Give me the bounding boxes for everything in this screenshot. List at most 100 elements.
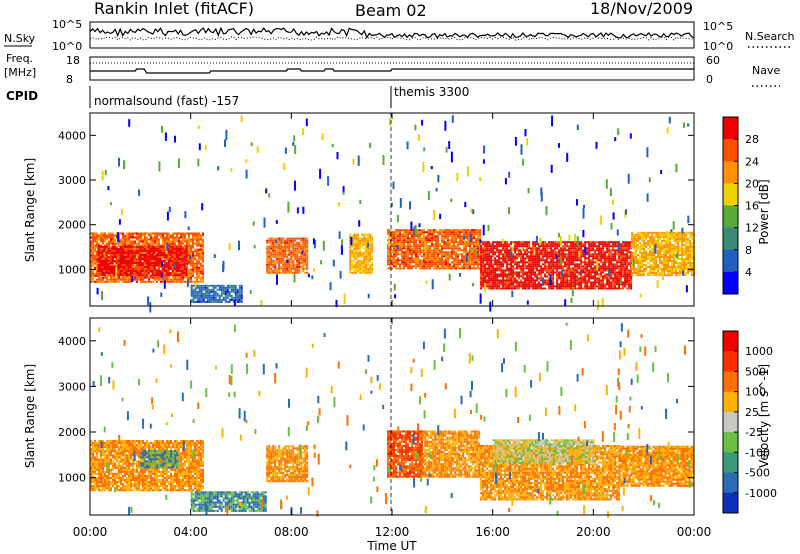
heatmap-cell: [566, 279, 569, 282]
heatmap-cell: [572, 253, 575, 256]
heatmap-cell: [556, 259, 559, 262]
heatmap-cell: [288, 253, 291, 256]
heatmap-cell: [566, 285, 569, 288]
heatmap-cell: [584, 269, 587, 272]
heatmap-cell: [482, 271, 485, 274]
heatmap-cell: [112, 234, 114, 237]
heatmap-cell: [103, 247, 106, 250]
heatmap-cell: [142, 278, 144, 281]
heatmap-cell: [272, 237, 275, 240]
heatmap-cell: [624, 257, 627, 260]
heatmap-cell: [403, 247, 405, 250]
heatmap-cell: [194, 290, 197, 293]
heatmap-cell: [196, 272, 198, 275]
heatmap-cell: [441, 231, 443, 234]
heatmap-cell: [214, 292, 217, 295]
heatmap-cell: [530, 273, 533, 276]
heatmap-cell: [558, 275, 561, 278]
heatmap-cell: [425, 265, 427, 268]
heatmap-cell: [238, 290, 241, 293]
heatmap-cell: [142, 276, 144, 279]
heatmap-cell: [486, 245, 489, 248]
heatmap-cell: [280, 239, 283, 242]
heatmap-cell: [387, 249, 389, 252]
heatmap-cell: [492, 249, 495, 252]
heatmap-cell: [590, 277, 593, 280]
heatmap-cell: [554, 261, 557, 264]
heatmap-cell: [403, 259, 405, 262]
heatmap-cell: [369, 239, 372, 242]
heatmap-cell: [208, 288, 211, 291]
heatmap-cell: [467, 265, 469, 268]
heatmap-cell: [542, 243, 545, 246]
heatmap-cell: [482, 281, 485, 284]
heatmap-cell: [504, 283, 507, 286]
heatmap-cell: [590, 271, 593, 274]
heatmap-cell: [268, 265, 271, 268]
heatmap-cell: [153, 256, 156, 258]
heatmap-cell: [443, 253, 445, 256]
heatmap-cell: [300, 249, 303, 252]
heatmap-cell: [185, 270, 188, 272]
heatmap-cell: [449, 255, 451, 258]
heatmap-cell: [572, 255, 575, 258]
heatmap-cell: [518, 283, 521, 286]
heatmap-cell: [598, 259, 601, 262]
heatmap-cell: [570, 283, 573, 286]
heatmap-cell: [202, 242, 204, 245]
heatmap-cell: [524, 281, 527, 284]
heatmap-cell: [516, 267, 519, 270]
heatmap-cell: [192, 238, 194, 241]
heatmap-cell: [556, 251, 559, 254]
heatmap-cell: [560, 277, 563, 280]
heatmap-cell: [586, 275, 589, 278]
heatmap-cell: [506, 247, 509, 250]
heatmap-cell: [141, 266, 144, 268]
heatmap-cell: [145, 245, 148, 248]
heatmap-cell: [596, 255, 599, 258]
heatmap-cell: [200, 294, 203, 297]
heatmap-cell: [353, 255, 356, 258]
heatmap-cell: [192, 292, 195, 295]
heatmap-cell: [99, 264, 102, 266]
heatmap-cell: [558, 245, 561, 248]
heatmap-cell: [534, 259, 537, 262]
heatmap-cell: [357, 255, 360, 258]
heatmap-cell: [152, 238, 154, 241]
heatmap-cell: [552, 271, 555, 274]
heatmap-cell: [475, 239, 477, 242]
heatmap-cell: [435, 263, 437, 266]
heatmap-cell: [124, 278, 126, 281]
heatmap-cell: [226, 294, 229, 297]
heatmap-cell: [144, 252, 146, 255]
heatmap-cell: [498, 285, 501, 288]
heatmap-cell: [153, 264, 156, 266]
heatmap-cell: [612, 253, 615, 256]
heatmap-cell: [175, 264, 178, 266]
heatmap-cell: [562, 285, 565, 288]
heatmap-cell: [103, 266, 106, 268]
heatmap-cell: [471, 247, 473, 250]
heatmap-cell: [431, 237, 433, 240]
heatmap-cell: [359, 241, 362, 244]
heatmap-cell: [122, 276, 124, 279]
heatmap-cell: [407, 235, 409, 238]
heatmap-cell: [608, 245, 611, 248]
heatmap-cell: [421, 241, 423, 244]
heatmap-cell: [598, 287, 601, 290]
heatmap-cell: [411, 231, 413, 234]
heatmap-cell: [149, 270, 152, 272]
heatmap-cell: [606, 249, 609, 252]
heatmap-cell: [614, 249, 617, 252]
heatmap-cell: [447, 241, 449, 244]
heatmap-cell: [548, 279, 551, 282]
heatmap-cell: [439, 229, 441, 232]
heatmap-cell: [155, 256, 158, 258]
heatmap-cell: [600, 259, 603, 262]
heatmap-cell: [96, 266, 98, 269]
heatmap-cell: [357, 265, 360, 268]
heatmap-cell: [536, 267, 539, 270]
heatmap-cell: [534, 285, 537, 288]
heatmap-cell: [282, 247, 285, 250]
heatmap-cell: [125, 251, 128, 254]
